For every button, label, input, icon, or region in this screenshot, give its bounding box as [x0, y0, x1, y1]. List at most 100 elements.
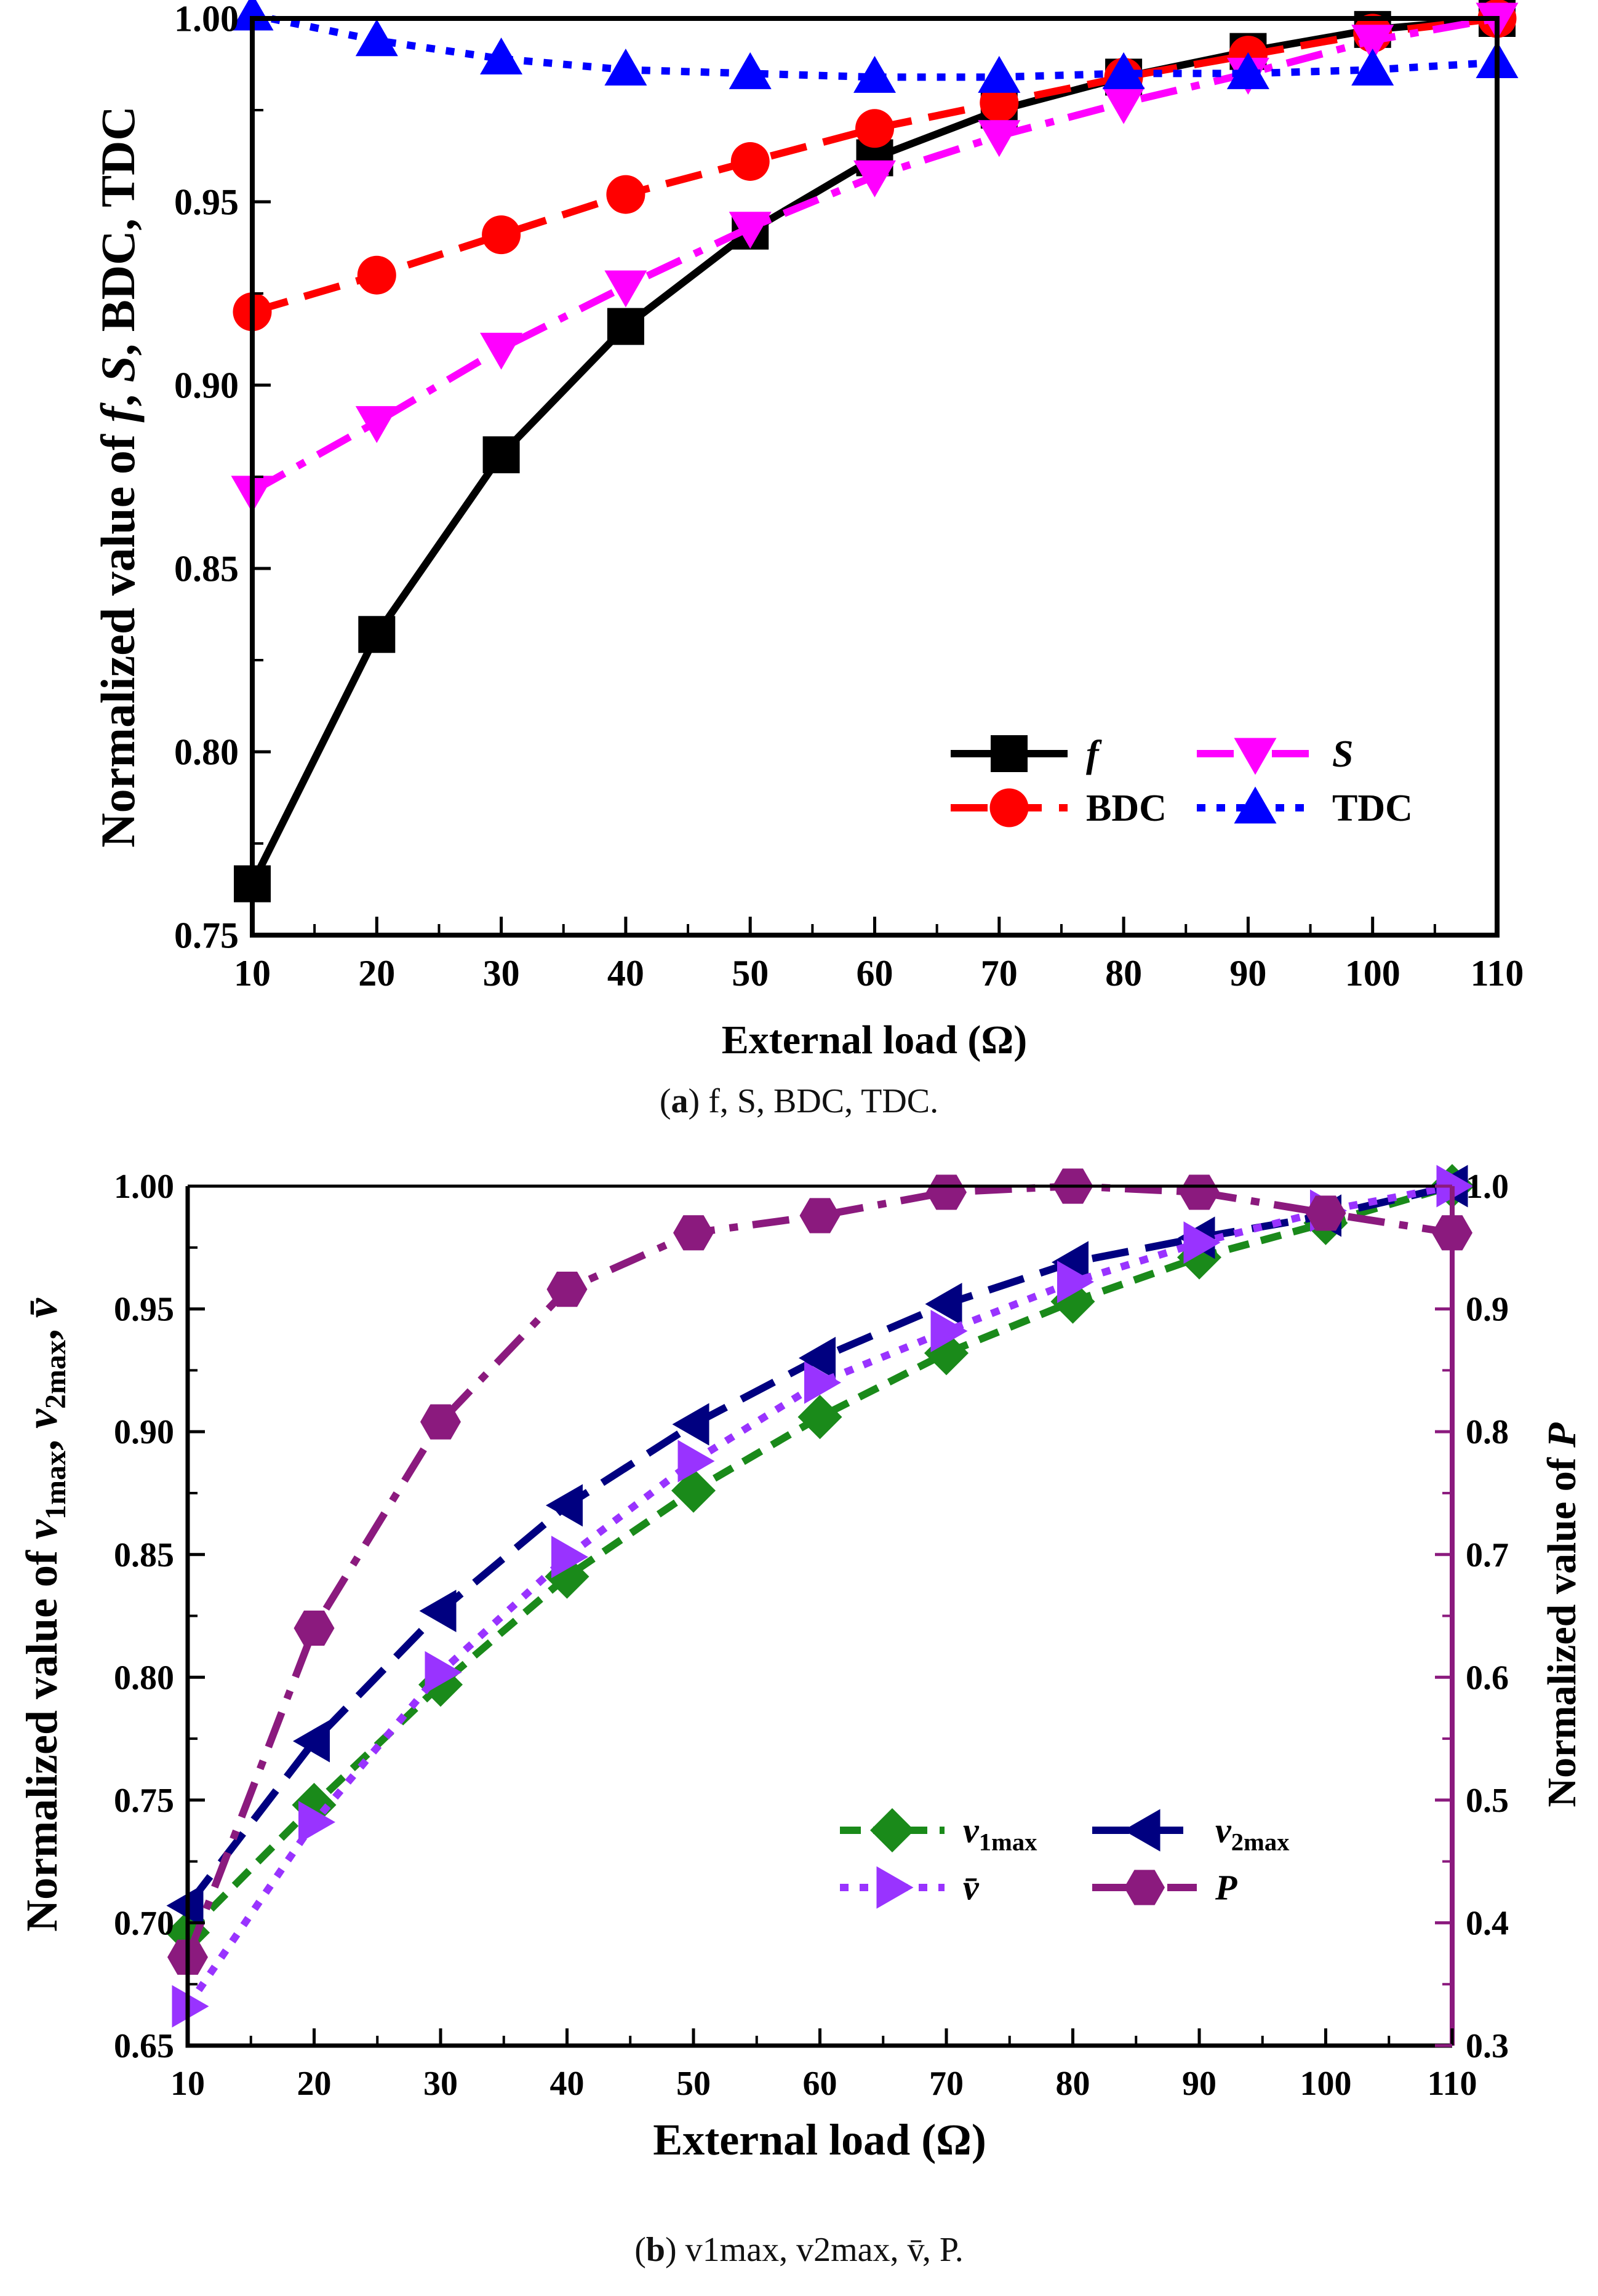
data-point	[799, 1198, 841, 1234]
y-tick-label: 0.80	[114, 1659, 174, 1697]
series-1	[166, 1165, 1468, 1927]
x-tick-label: 70	[929, 2065, 964, 2103]
data-point	[672, 1403, 709, 1446]
data-point	[482, 436, 520, 474]
legend-entry: v̄	[840, 1866, 980, 1909]
x-tick-label: 100	[1300, 2065, 1352, 2103]
data-point	[853, 160, 896, 197]
legend-marker	[876, 1866, 914, 1909]
x-tick-label: 80	[1105, 953, 1142, 994]
y2-tick-label: 0.3	[1466, 2027, 1509, 2065]
x-tick-label: 100	[1345, 953, 1400, 994]
y-tick-label: 1.00	[174, 0, 239, 39]
panel-a-y-axis-label: Normalized value of f, S, BDC, TDC	[91, 106, 145, 847]
data-point	[604, 48, 647, 86]
data-point	[551, 1536, 588, 1579]
legend-entry: P	[1092, 1868, 1237, 1908]
y-tick-label: 1.00	[114, 1168, 174, 1206]
data-point	[355, 19, 398, 57]
y2-tick-label: 0.8	[1466, 1413, 1509, 1451]
series-3	[231, 0, 1519, 93]
caption-b: (b) v1max, v2max, v̄, P.	[634, 2231, 964, 2269]
legend-marker	[1123, 1809, 1161, 1852]
data-point	[607, 308, 644, 345]
legend-entry: v2max	[1092, 1809, 1290, 1856]
data-point	[604, 270, 647, 308]
caption-b-letter: b	[645, 2231, 665, 2269]
y-tick-label: 0.75	[174, 915, 239, 955]
y-tick-label: 0.80	[174, 731, 239, 772]
x-tick-label: 60	[803, 2065, 837, 2103]
legend-marker	[1124, 1870, 1165, 1905]
x-tick-label: 60	[857, 953, 893, 994]
legend-marker	[1234, 738, 1277, 775]
panel-b-y2-axis-label: Normalized value of P	[1540, 1422, 1584, 1808]
x-tick-label: 10	[170, 2065, 205, 2103]
y-tick-label: 0.65	[114, 2027, 174, 2065]
data-point	[1102, 87, 1145, 124]
data-point	[419, 1590, 457, 1633]
data-point	[231, 0, 274, 31]
data-point	[673, 1215, 714, 1251]
y-tick-label: 0.95	[174, 181, 239, 222]
panel-a-chart: 10 20 30 40 50 60 70 80 90 100 110 0.75 0.80 0.85 0.90…	[91, 0, 1524, 1062]
data-point	[980, 83, 1019, 122]
data-point	[1351, 48, 1394, 86]
x-tick-label: 50	[732, 953, 769, 994]
x-tick-label: 90	[1182, 2065, 1216, 2103]
legend-marker	[989, 788, 1029, 827]
data-point	[978, 120, 1021, 157]
caption-a-text: f, S, BDC, TDC.	[708, 1082, 939, 1120]
data-point	[166, 1884, 204, 1927]
y2-tick-label: 0.4	[1466, 1904, 1509, 1942]
x-tick-label: 70	[981, 953, 1018, 994]
panel-a-legend: f S BDC TDC	[951, 733, 1413, 829]
data-point	[730, 142, 770, 181]
data-point	[1057, 1261, 1094, 1304]
series-line	[185, 1182, 1453, 2009]
legend-marker	[870, 1808, 914, 1852]
legend-entry: v1max	[840, 1808, 1037, 1856]
data-point	[1305, 1195, 1346, 1231]
x-tick-label: 110	[1471, 953, 1524, 994]
y2-tick-label: 1.0	[1466, 1168, 1509, 1206]
y-tick-label: 0.95	[114, 1291, 174, 1329]
caption-a-letter: a	[671, 1082, 689, 1120]
series-2	[231, 2, 1519, 513]
legend-entry: S	[1197, 733, 1353, 775]
legend-marker	[991, 735, 1028, 772]
data-point	[480, 332, 523, 370]
data-point	[729, 212, 772, 249]
legend-entry: TDC	[1197, 786, 1413, 829]
y-tick-label: 0.90	[174, 365, 239, 405]
legend-marker	[1234, 786, 1277, 824]
data-point	[1179, 1174, 1220, 1210]
legend-label: v2max	[1215, 1811, 1290, 1856]
legend-label: BDC	[1086, 787, 1167, 829]
panel-a-x-axis-label: External load (Ω)	[722, 1018, 1027, 1062]
y-tick-label: 0.70	[114, 1904, 174, 1942]
y2-tick-label: 0.9	[1466, 1291, 1509, 1329]
data-point	[1102, 52, 1145, 89]
data-point	[480, 38, 523, 75]
x-tick-label: 30	[483, 953, 520, 994]
panel-b-x-axis-label: External load (Ω)	[653, 2115, 986, 2164]
y2-tick-label: 0.7	[1466, 1536, 1509, 1574]
data-point	[425, 1651, 462, 1694]
legend-label: P	[1215, 1868, 1237, 1908]
series-2	[172, 1165, 1474, 2028]
data-point	[606, 175, 645, 214]
data-point	[978, 55, 1021, 93]
data-point	[355, 406, 398, 444]
data-point	[1183, 1221, 1221, 1264]
legend-label: f	[1086, 733, 1102, 775]
legend-label: S	[1332, 733, 1353, 775]
data-point	[799, 1336, 836, 1379]
series-line	[185, 1182, 1453, 1908]
data-point	[853, 55, 896, 93]
panel-b-legend: v1max v2max v̄ P	[840, 1808, 1290, 1909]
data-point	[729, 52, 772, 89]
panel-b-y-axis-label: Normalized value of v1max, v2max, v̄	[17, 1297, 72, 1932]
legend-label: v1max	[963, 1811, 1037, 1856]
